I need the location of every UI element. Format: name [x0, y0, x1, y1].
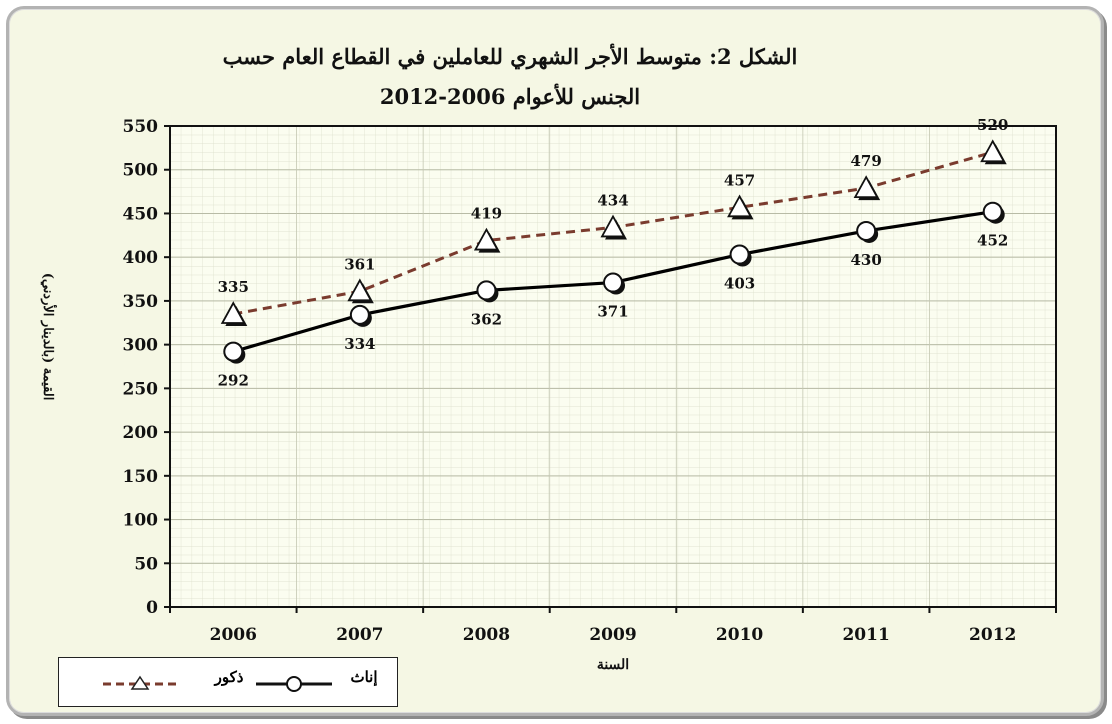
data-label-male: 434	[597, 191, 628, 209]
data-label-male: 335	[218, 278, 249, 296]
data-label-female: 403	[724, 275, 755, 293]
x-tick-label: 2007	[336, 625, 383, 645]
data-label-female: 452	[977, 232, 1008, 250]
y-tick-label: 350	[123, 292, 159, 312]
y-tick-label: 0	[146, 598, 158, 618]
y-tick-label: 200	[123, 423, 159, 443]
y-tick-label: 50	[134, 554, 158, 574]
x-tick-label: 2011	[842, 625, 889, 645]
data-point-male	[980, 139, 1006, 163]
chart-title-line2: الجنس للأعوام 2006-2012	[379, 84, 641, 109]
y-tick-label: 250	[123, 379, 159, 399]
y-tick-label: 550	[123, 117, 159, 137]
y-axis-label: القيمة (بالدينار الأردني)	[40, 273, 57, 401]
data-point-male	[473, 227, 499, 251]
data-label-female: 430	[850, 251, 881, 269]
x-axis-label: السنة	[597, 657, 629, 673]
x-tick-label: 2006	[210, 625, 257, 645]
data-point-female	[603, 272, 623, 293]
y-tick-label: 100	[123, 511, 159, 531]
x-tick-label: 2010	[716, 625, 763, 645]
x-tick-label: 2009	[589, 625, 636, 645]
data-label-female: 362	[471, 310, 502, 328]
data-label-male: 520	[977, 116, 1008, 134]
data-point-female	[223, 341, 244, 362]
data-label-female: 292	[218, 372, 249, 390]
x-tick-label: 2012	[969, 625, 1016, 645]
data-point-female	[349, 304, 370, 325]
legend-female-label: إناث	[350, 668, 377, 686]
data-label-male: 479	[850, 152, 881, 170]
legend-male-marker	[130, 675, 150, 690]
data-label-female: 334	[344, 335, 375, 353]
data-point-male	[600, 214, 626, 238]
chart-title-line1: الشكل 2: متوسط الأجر الشهري للعاملين في …	[222, 44, 798, 69]
data-point-male	[220, 301, 246, 324]
y-tick-label: 300	[123, 336, 159, 356]
y-tick-label: 150	[123, 467, 159, 487]
x-tick-label: 2008	[463, 625, 510, 645]
data-point-male	[853, 175, 879, 198]
data-point-male	[727, 194, 753, 218]
data-point-female	[476, 280, 497, 301]
data-label-male: 361	[344, 255, 375, 273]
plot-border	[169, 125, 1057, 608]
chart-legend: ذكور إناث	[58, 657, 398, 707]
legend-male-label: ذكور	[214, 668, 244, 686]
minor-grid	[170, 126, 1056, 607]
legend-female-marker	[286, 676, 302, 692]
data-point-female	[729, 244, 750, 265]
data-label-male: 419	[471, 205, 502, 223]
data-point-female	[982, 201, 1003, 222]
data-label-female: 371	[597, 303, 628, 321]
y-tick-label: 400	[123, 248, 159, 268]
data-point-female	[856, 220, 877, 241]
y-tick-label: 450	[123, 204, 159, 224]
data-label-male: 457	[724, 171, 755, 189]
data-point-male	[347, 278, 373, 302]
y-tick-label: 500	[123, 161, 159, 181]
